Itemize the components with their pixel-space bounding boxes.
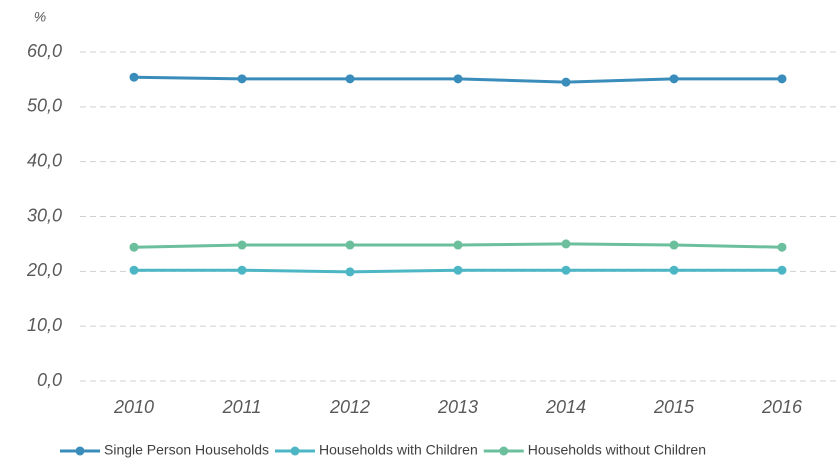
point (669, 265, 679, 275)
point (129, 265, 139, 275)
y-tick-label: 20,0 (26, 260, 62, 280)
y-tick-label: 10,0 (27, 315, 62, 335)
x-tick-label: 2010 (113, 397, 154, 417)
y-tick-label: 40,0 (27, 150, 62, 170)
legend-marker (75, 446, 85, 456)
point (237, 240, 247, 250)
point (669, 74, 679, 84)
point (129, 72, 139, 82)
y-axis-label: % (34, 9, 46, 25)
legend-label: Households with Children (319, 442, 478, 458)
x-tick-label: 2016 (761, 397, 803, 417)
point (561, 239, 571, 249)
point (669, 240, 679, 250)
y-tick-label: 50,0 (27, 96, 62, 116)
point (237, 74, 247, 84)
point (345, 74, 355, 84)
point (453, 265, 463, 275)
point (237, 265, 247, 275)
point (345, 240, 355, 250)
y-tick-label: 30,0 (27, 205, 62, 225)
x-tick-label: 2013 (437, 397, 478, 417)
legend-label: Single Person Households (104, 442, 269, 458)
point (453, 240, 463, 250)
point (777, 265, 787, 275)
y-tick-label: 60,0 (27, 41, 62, 61)
point (129, 242, 139, 252)
x-tick-label: 2012 (329, 397, 370, 417)
point (561, 265, 571, 275)
x-tick-label: 2011 (222, 397, 262, 417)
legend-marker (290, 446, 300, 456)
point (345, 267, 355, 277)
legend-marker (499, 446, 509, 456)
point (777, 74, 787, 84)
point (453, 74, 463, 84)
x-tick-label: 2014 (545, 397, 586, 417)
y-tick-label: 0,0 (37, 370, 62, 390)
point (777, 242, 787, 252)
x-tick-label: 2015 (653, 397, 695, 417)
legend-label: Households without Children (528, 442, 706, 458)
point (561, 77, 571, 87)
